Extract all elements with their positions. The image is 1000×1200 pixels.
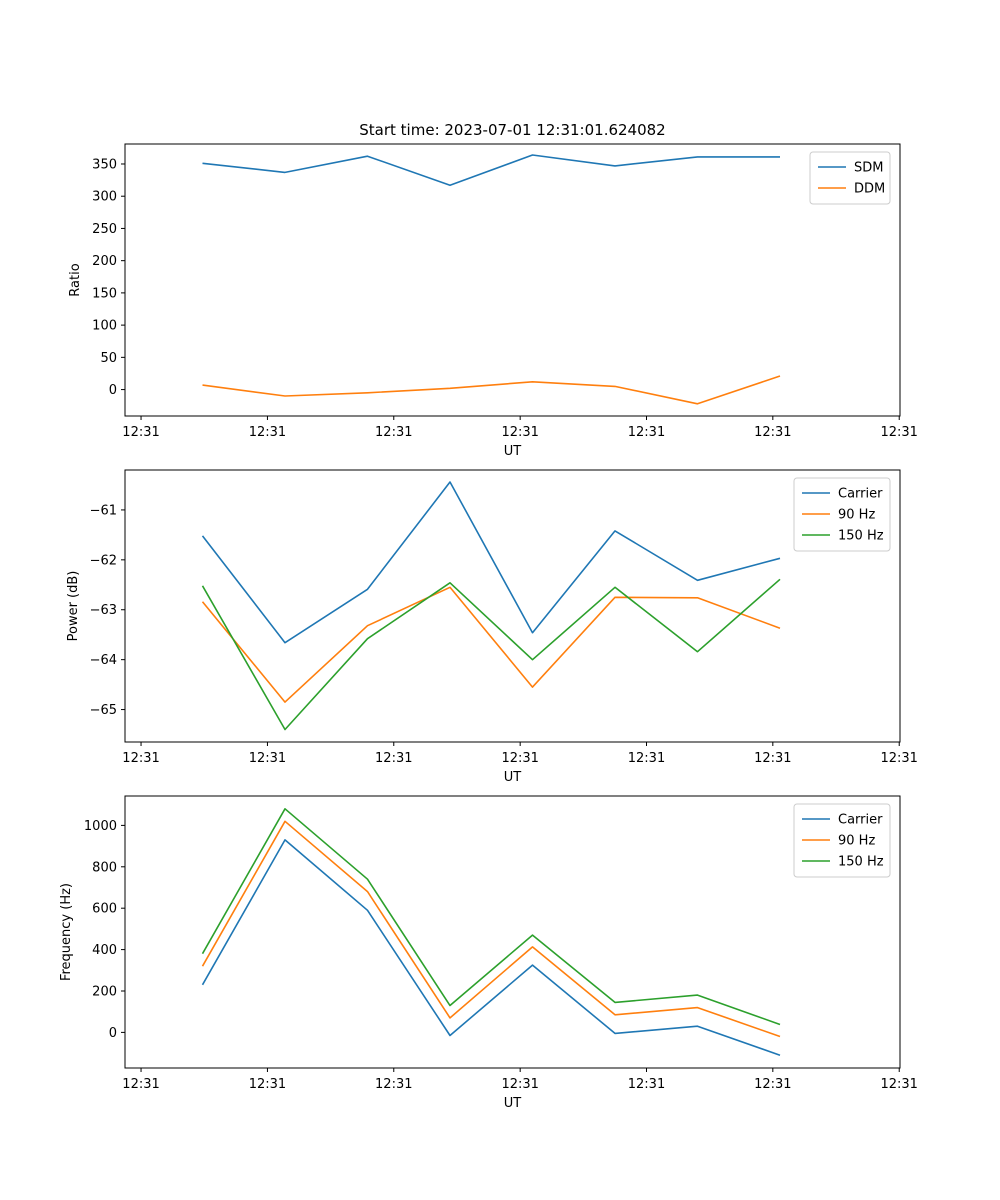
legend-entry: SDM: [854, 161, 883, 176]
y-tick-label: −63: [90, 603, 117, 618]
x-tick-label: 12:31: [249, 1077, 286, 1092]
y-tick-label: −65: [90, 703, 117, 718]
x-tick-label: 12:31: [249, 751, 286, 766]
legend: Carrier 90 Hz 150 Hz: [793, 803, 891, 878]
plot-frame: [124, 143, 901, 417]
x-tick-label: 12:31: [628, 751, 665, 766]
y-tick-label: 50: [100, 351, 117, 366]
series-line-carrier: [201, 481, 781, 644]
x-tick-label: 12:31: [501, 1077, 538, 1092]
series-line-90-hz: [201, 586, 781, 703]
chart-title: Start time: 2023-07-01 12:31:01.624082: [359, 121, 665, 139]
legend-entry: Carrier: [838, 487, 883, 502]
legend-box: [793, 477, 891, 552]
x-tick-label: 12:31: [375, 1077, 412, 1092]
x-tick-label: 12:31: [880, 1077, 917, 1092]
series-line-ddm: [202, 375, 781, 405]
x-tick-label: 12:31: [754, 425, 791, 440]
x-tick-label: 12:31: [628, 425, 665, 440]
y-axis-label: Power (dB): [66, 571, 81, 642]
y-tick-label: 150: [92, 286, 117, 301]
x-tick-label: 12:31: [501, 425, 538, 440]
legend-box: [809, 151, 891, 205]
x-tick-label: 12:31: [375, 425, 412, 440]
x-tick-label: 12:31: [754, 751, 791, 766]
x-tick-label: 12:31: [375, 751, 412, 766]
y-tick-label: 200: [92, 254, 117, 269]
series-line-sdm: [202, 154, 780, 187]
series-line-150-hz: [201, 807, 781, 1026]
x-axis-label: UT: [504, 770, 522, 785]
x-tick-label: 12:31: [880, 425, 917, 440]
series-line-carrier: [201, 839, 781, 1056]
y-tick-label: 600: [92, 902, 117, 917]
y-tick-label: 200: [92, 984, 117, 999]
x-axis-label: UT: [504, 1096, 522, 1111]
series-line-150-hz: [201, 578, 781, 731]
legend-entry: 150 Hz: [838, 855, 884, 870]
x-tick-label: 12:31: [122, 425, 159, 440]
y-tick-label: 800: [92, 860, 117, 875]
x-axis-label: UT: [504, 444, 522, 459]
x-tick-label: 12:31: [249, 425, 286, 440]
legend-entry: 90 Hz: [838, 508, 875, 523]
y-tick-label: −62: [90, 553, 117, 568]
y-tick-label: 300: [92, 190, 117, 205]
y-tick-label: 0: [109, 383, 117, 398]
y-tick-label: 0: [109, 1026, 117, 1041]
chart-1: Start time: 2023-07-01 12:31:01.624082 12…: [68, 121, 918, 459]
y-tick-label: 1000: [84, 819, 117, 834]
legend: SDM DDM: [809, 151, 891, 205]
legend-entry: Carrier: [838, 813, 883, 828]
y-axis-label: Frequency (Hz): [59, 883, 74, 981]
legend-entry: DDM: [854, 182, 885, 197]
x-tick-label: 12:31: [501, 751, 538, 766]
plot-frame: [124, 795, 901, 1069]
x-tick-label: 12:31: [880, 751, 917, 766]
x-tick-label: 12:31: [122, 1077, 159, 1092]
y-tick-label: 250: [92, 222, 117, 237]
y-tick-label: 400: [92, 943, 117, 958]
y-tick-label: −61: [90, 503, 117, 518]
chart-3: 12:31 12:31 12:31 12:31 12:31 12:31 12:31 UT 0 20…: [59, 795, 918, 1111]
y-tick-label: 350: [92, 157, 117, 172]
y-tick-label: −64: [90, 653, 117, 668]
legend-box: [793, 803, 891, 878]
chart-2: 12:31 12:31 12:31 12:31 12:31 12:31 12:31 UT −65…: [66, 469, 918, 785]
x-tick-label: 12:31: [754, 1077, 791, 1092]
y-axis-label: Ratio: [68, 263, 83, 296]
x-tick-label: 12:31: [122, 751, 159, 766]
series-line-90-hz: [201, 820, 781, 1038]
plot-frame: [124, 469, 901, 743]
legend: Carrier 90 Hz 150 Hz: [793, 477, 891, 552]
y-tick-label: 100: [92, 319, 117, 334]
legend-entry: 90 Hz: [838, 834, 875, 849]
legend-entry: 150 Hz: [838, 529, 884, 544]
x-tick-label: 12:31: [628, 1077, 665, 1092]
